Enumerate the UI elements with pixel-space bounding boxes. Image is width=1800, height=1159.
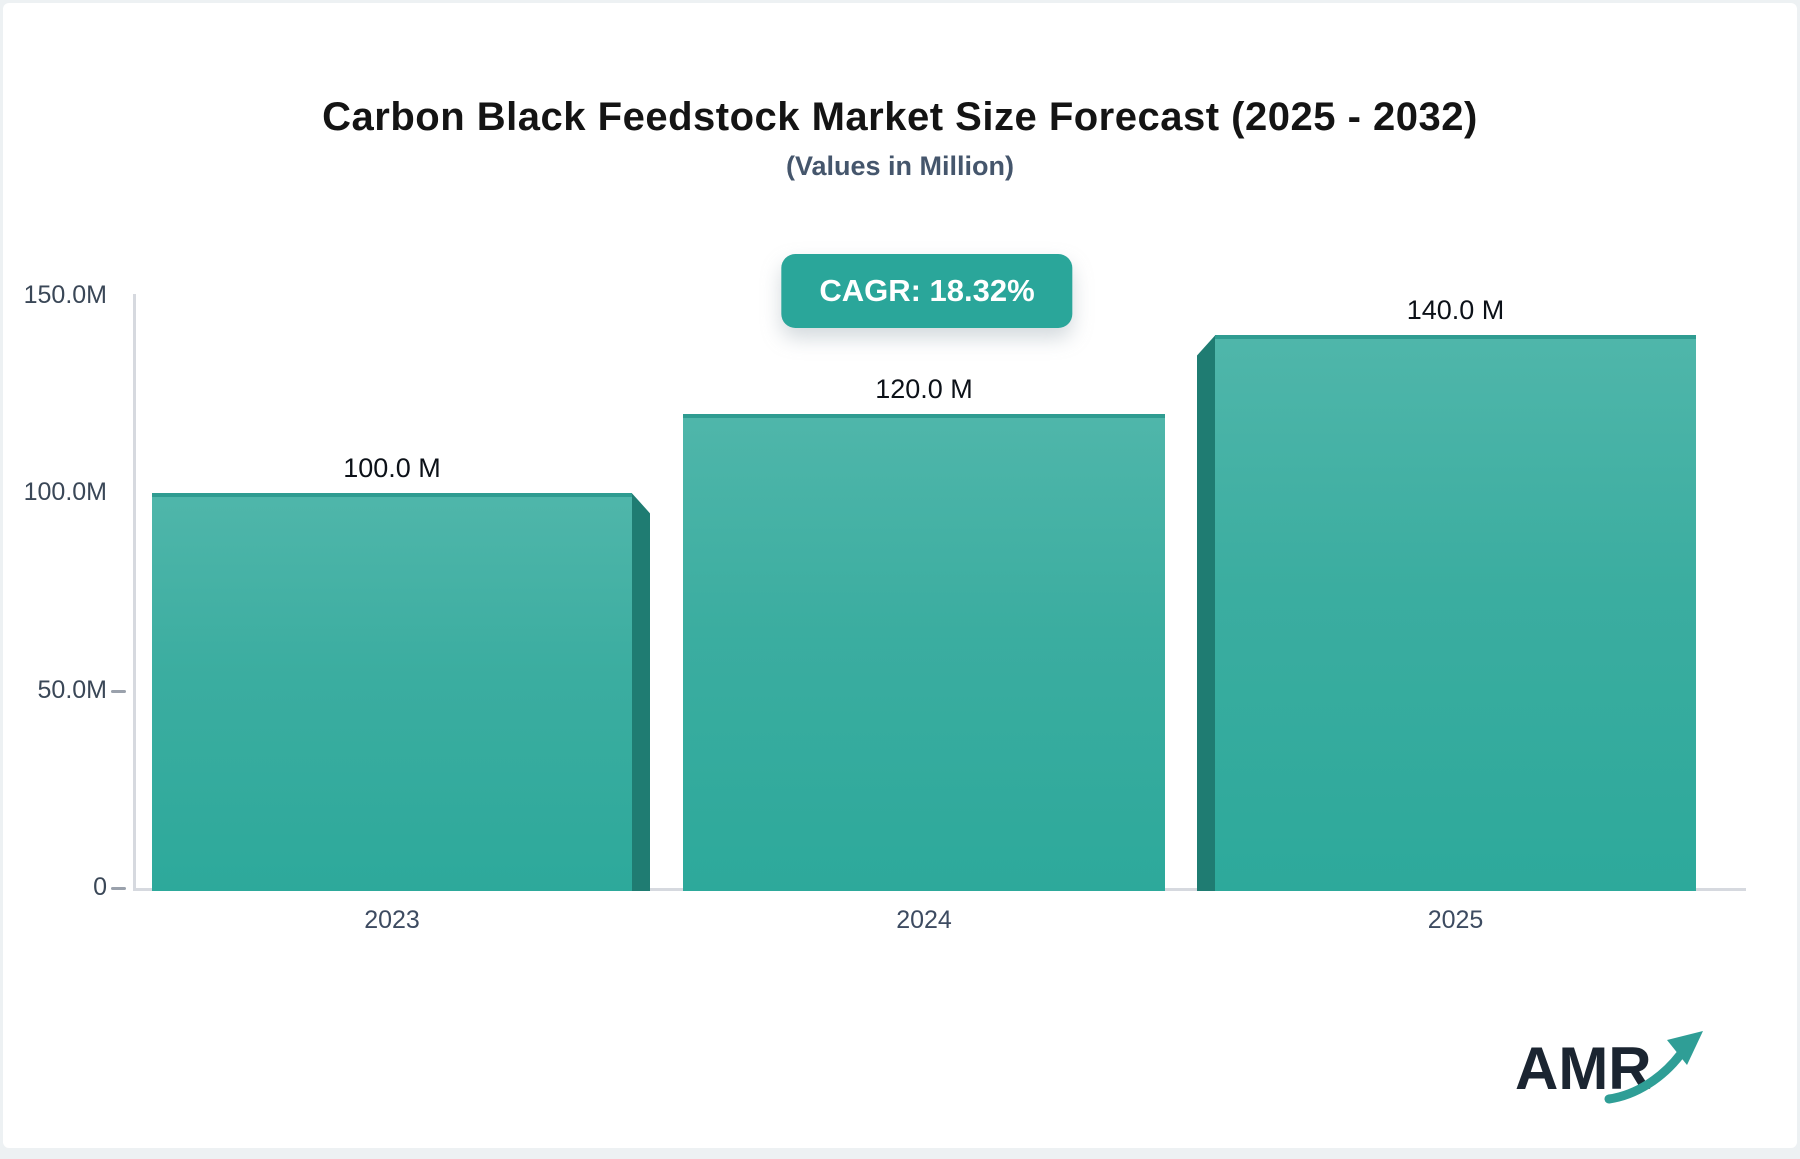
bar-2024 [683, 414, 1165, 891]
y-tick-label-100m: 100.0M [23, 478, 107, 507]
bar-value-label-2024: 120.0 M [875, 374, 973, 405]
x-tick-label-2024: 2024 [896, 906, 952, 934]
y-tick-mark-0 [111, 887, 126, 890]
bar-2023 [152, 493, 632, 891]
chart-title: Carbon Black Feedstock Market Size Forec… [322, 95, 1478, 139]
y-tick-mark-50m [111, 689, 126, 693]
y-tick-label-50m: 50.0M [37, 675, 107, 704]
y-axis-line [133, 294, 136, 891]
x-tick-label-2025: 2025 [1427, 906, 1484, 934]
amr-logo: AMR [1515, 1025, 1720, 1115]
cagr-badge: CAGR: 18.32% [781, 254, 1073, 328]
y-tick-label-150m: 150.0M [23, 281, 107, 309]
bar-value-label-2023: 100.0 M [343, 453, 441, 484]
bar-2023-side-panel [632, 493, 650, 891]
bar-value-label-2025: 140.0 M [1406, 295, 1505, 326]
chart-subtitle: (Values in Million) [785, 151, 1015, 181]
bar-chart-plot-area: 150.0M 100.0M 50.0M 0 100.0 M 120.0 M 14… [3, 3, 1800, 1159]
bar-2025-side-panel [1197, 335, 1215, 891]
growth-arrow-icon [1604, 1031, 1703, 1104]
x-tick-label-2023: 2023 [364, 906, 420, 934]
y-tick-label-0: 0 [93, 873, 107, 901]
bar-2025 [1215, 335, 1696, 891]
chart-card: Carbon Black Feedstock Market Size Forec… [3, 3, 1797, 1148]
amr-logo-graphic: AMR [1515, 1031, 1703, 1104]
